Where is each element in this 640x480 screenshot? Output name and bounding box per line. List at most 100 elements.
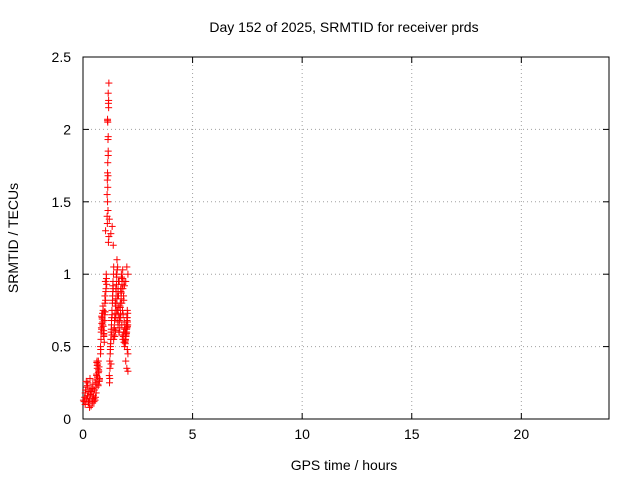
data-point — [93, 370, 101, 378]
data-point — [109, 282, 117, 290]
data-point — [121, 337, 129, 345]
data-point — [106, 357, 114, 365]
data-point — [83, 382, 91, 390]
data-point — [104, 115, 112, 123]
data-point — [123, 322, 131, 330]
data-point — [104, 198, 112, 206]
data-point — [106, 345, 114, 353]
data-point — [123, 263, 131, 271]
x-axis-label: GPS time / hours — [291, 457, 398, 473]
data-point — [124, 367, 132, 375]
data-point — [104, 133, 112, 141]
data-point — [110, 331, 118, 339]
data-point — [102, 296, 110, 304]
data-point — [100, 330, 108, 338]
data-point — [90, 395, 98, 403]
y-tick-label: 0.5 — [52, 339, 72, 355]
data-point — [109, 241, 117, 249]
data-point — [88, 387, 96, 395]
data-point — [116, 304, 124, 312]
data-point — [86, 403, 94, 411]
x-tick-label: 20 — [514, 426, 530, 442]
data-point — [122, 330, 130, 338]
data-point — [105, 215, 113, 223]
data-point — [97, 345, 105, 353]
data-point — [124, 350, 132, 358]
data-point — [122, 277, 130, 285]
data-point — [95, 377, 103, 385]
data-point — [122, 357, 130, 365]
data-point — [101, 277, 109, 285]
y-tick-label: 2.5 — [52, 49, 72, 65]
data-point — [118, 275, 126, 283]
data-point — [101, 308, 109, 316]
data-point — [124, 270, 132, 278]
data-point — [82, 377, 90, 385]
data-point — [123, 314, 131, 322]
y-tick-label: 2 — [63, 121, 71, 137]
data-point — [93, 373, 101, 381]
y-tick-label: 1 — [63, 266, 71, 282]
data-point — [86, 374, 94, 382]
data-point — [117, 314, 125, 322]
data-point — [103, 280, 111, 288]
data-point — [84, 398, 92, 406]
plot-frame — [82, 56, 610, 420]
data-point — [114, 318, 122, 326]
axis-ticks — [82, 56, 609, 420]
data-point — [111, 332, 119, 340]
data-point — [81, 401, 89, 409]
x-tick-label: 15 — [404, 426, 420, 442]
data-point — [102, 270, 110, 278]
x-tick-label: 10 — [294, 426, 310, 442]
data-point — [118, 299, 126, 307]
y-tick-label: 1.5 — [52, 194, 72, 210]
data-point — [104, 151, 112, 159]
data-point — [87, 402, 95, 410]
data-point — [86, 386, 94, 394]
data-point — [103, 191, 111, 199]
data-point — [104, 206, 112, 214]
data-point — [105, 104, 113, 112]
data-point — [98, 312, 106, 320]
data-point — [89, 399, 97, 407]
data-point — [106, 364, 114, 372]
grid — [83, 57, 609, 419]
y-axis-label: SRMTID / TECUs — [5, 183, 21, 293]
data-point — [104, 183, 112, 191]
data-point — [95, 366, 103, 374]
data-point — [93, 357, 101, 365]
data-point — [84, 392, 92, 400]
data-point — [118, 273, 126, 281]
data-point — [117, 289, 125, 297]
data-point — [112, 306, 120, 314]
data-point — [105, 79, 113, 87]
data-point — [115, 317, 123, 325]
data-point — [123, 345, 131, 353]
data-point — [79, 396, 87, 404]
data-point — [107, 230, 115, 238]
data-point — [107, 360, 115, 368]
x-tick-label: 5 — [189, 426, 197, 442]
data-point — [116, 324, 124, 332]
data-point — [101, 299, 109, 307]
chart-title: Day 152 of 2025, SRMTID for receiver prd… — [209, 19, 478, 35]
data-point — [97, 335, 105, 343]
tick-labels: 0 5 10 15 20 0 0.5 1 1.5 2 2.5 — [52, 49, 530, 442]
data-point — [119, 285, 127, 293]
x-tick-label: 0 — [79, 426, 87, 442]
data-point — [108, 222, 116, 230]
data-point — [102, 227, 110, 235]
data-point — [104, 89, 112, 97]
data-point — [94, 382, 102, 390]
data-point — [113, 292, 121, 300]
data-point — [99, 318, 107, 326]
data-point — [119, 266, 127, 274]
data-points — [79, 79, 132, 411]
data-point — [106, 374, 114, 382]
data-point — [103, 176, 111, 184]
data-point — [123, 364, 131, 372]
data-point — [111, 327, 119, 335]
data-point — [113, 256, 121, 264]
